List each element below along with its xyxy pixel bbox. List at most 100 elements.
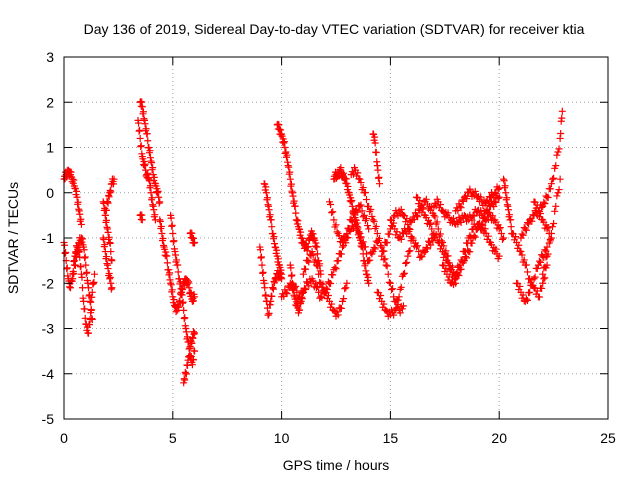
data-point	[444, 252, 452, 260]
data-point	[328, 300, 336, 308]
data-point	[88, 315, 96, 323]
data-point	[414, 242, 422, 250]
data-point	[82, 261, 90, 269]
data-point	[77, 220, 85, 228]
data-point	[86, 291, 94, 299]
grid-lines	[64, 57, 608, 419]
data-point	[413, 211, 421, 219]
data-point	[546, 185, 554, 193]
data-point	[294, 217, 302, 225]
data-point	[477, 225, 485, 233]
data-point	[108, 284, 116, 292]
data-point	[523, 296, 531, 304]
data-point	[67, 284, 75, 292]
data-point	[415, 248, 423, 256]
data-point	[484, 232, 492, 240]
data-point	[530, 275, 538, 283]
data-point	[348, 196, 356, 204]
data-point	[398, 229, 406, 237]
data-point	[147, 189, 155, 197]
data-point	[135, 119, 143, 127]
data-point	[490, 194, 498, 202]
data-point	[552, 162, 560, 170]
x-tick-label: 10	[274, 430, 290, 446]
data-point	[169, 229, 177, 237]
data-point	[104, 228, 112, 236]
data-point	[377, 291, 385, 299]
data-point	[407, 232, 415, 240]
data-point	[78, 235, 86, 243]
data-point	[529, 211, 537, 219]
data-point	[517, 248, 525, 256]
data-point	[470, 212, 478, 220]
data-point	[308, 248, 316, 256]
data-point	[518, 251, 526, 259]
data-point	[333, 228, 341, 236]
data-point	[543, 243, 551, 251]
data-point	[100, 236, 108, 244]
data-point	[106, 239, 114, 247]
data-point	[413, 243, 421, 251]
data-point	[539, 270, 547, 278]
data-point	[373, 229, 381, 237]
data-point	[261, 284, 269, 292]
data-point	[101, 241, 109, 249]
data-point	[344, 182, 352, 190]
data-point	[395, 293, 403, 301]
data-point	[138, 216, 146, 224]
data-point	[262, 183, 270, 191]
data-point	[454, 220, 462, 228]
data-point	[285, 163, 293, 171]
data-point	[268, 223, 276, 231]
data-point	[371, 139, 379, 147]
data-point	[431, 213, 439, 221]
data-point	[108, 257, 116, 265]
data-point	[81, 253, 89, 261]
data-point	[358, 207, 366, 215]
data-point	[327, 279, 335, 287]
data-point	[422, 195, 430, 203]
data-point	[170, 237, 178, 245]
data-point	[328, 209, 336, 217]
data-point	[468, 216, 476, 224]
data-point	[512, 233, 520, 241]
data-point	[157, 222, 165, 230]
data-point	[149, 164, 157, 172]
data-point	[146, 182, 154, 190]
data-point	[77, 263, 85, 271]
data-point	[550, 220, 558, 228]
data-point	[159, 234, 167, 242]
data-point	[180, 306, 188, 314]
y-tick-label: -3	[42, 321, 55, 337]
data-point	[141, 120, 149, 128]
data-point	[141, 160, 149, 168]
data-point	[158, 229, 166, 237]
data-point	[555, 145, 563, 153]
data-point	[185, 284, 193, 292]
data-point	[182, 370, 190, 378]
data-point	[457, 218, 465, 226]
data-point	[556, 175, 564, 183]
data-point	[533, 265, 541, 273]
data-point	[267, 216, 275, 224]
data-point	[403, 230, 411, 238]
data-point	[416, 196, 424, 204]
data-point	[258, 261, 266, 269]
data-point	[540, 198, 548, 206]
x-tick-label: 20	[491, 430, 507, 446]
data-point	[331, 263, 339, 271]
data-point	[262, 291, 270, 299]
data-point	[445, 273, 453, 281]
data-point	[273, 246, 281, 254]
data-point	[364, 273, 372, 281]
data-point	[145, 177, 153, 185]
data-point	[188, 339, 196, 347]
data-point	[362, 215, 370, 223]
data-point	[543, 225, 551, 233]
data-point	[470, 232, 478, 240]
data-point	[507, 223, 515, 231]
data-point	[359, 184, 367, 192]
data-point	[155, 193, 163, 201]
data-point	[63, 264, 71, 272]
data-point	[516, 282, 524, 290]
